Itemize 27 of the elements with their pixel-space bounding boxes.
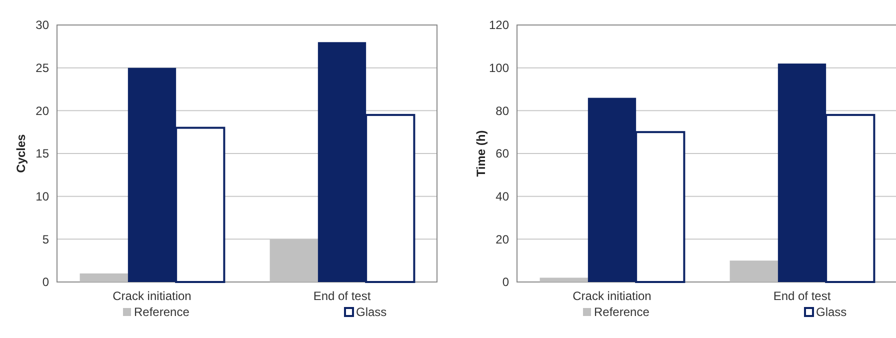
bar [730,260,778,282]
legend-label: Glass [816,305,847,319]
y-tick-label: 15 [36,146,50,161]
legend-label: Reference [134,305,190,319]
y-tick-label: 20 [36,104,50,118]
x-tick-label: Crack initiation [112,289,192,303]
legend-label: Glass [356,305,387,319]
y-tick-label: 25 [36,61,50,76]
y-tick-label: 20 [496,232,510,246]
y-tick-label: 5 [42,232,50,246]
y-tick-label: 60 [496,146,510,161]
y-tick-label: 120 [488,18,510,32]
y-tick-label: 100 [488,61,510,76]
bar [80,273,128,282]
y-tick-label: 0 [502,275,510,290]
y-axis-title: Time (h) [474,130,488,177]
y-tick-label: 10 [36,190,50,204]
y-tick-label: 40 [496,190,510,204]
y-tick-label: 30 [36,18,50,32]
bar [540,278,588,282]
x-tick-label: Crack initiation [572,289,652,303]
legend-label: Reference [594,305,650,319]
y-tick-label: 80 [496,104,510,118]
x-tick-label: End of test [313,289,372,303]
y-axis-title: Cycles [14,134,28,173]
x-tick-label: End of test [773,289,832,303]
y-tick-label: 0 [42,275,50,290]
